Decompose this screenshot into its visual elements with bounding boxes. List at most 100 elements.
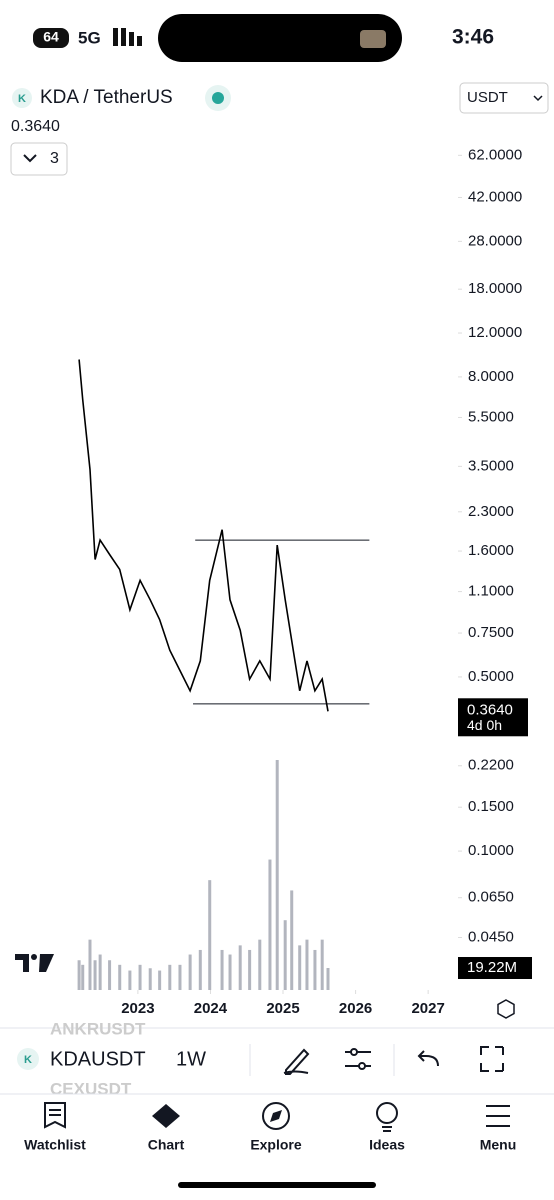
volume-bar	[326, 968, 330, 990]
y-tick-label: 0.2200	[468, 757, 514, 774]
volume-bar	[98, 954, 102, 990]
tab-label[interactable]: Explore	[250, 1137, 302, 1153]
volume-bar	[305, 939, 309, 990]
y-tick-label: 0.1500	[468, 798, 514, 815]
volume-bar	[268, 859, 272, 990]
x-tick-label: 2026	[339, 1000, 372, 1017]
volume-bar	[81, 964, 85, 990]
y-tick-label: 8.0000	[468, 368, 514, 385]
y-tick-label: 3.5000	[468, 457, 514, 474]
ideas-icon	[376, 1102, 398, 1124]
dynamic-island	[158, 14, 402, 62]
y-tick-label: 0.0450	[468, 928, 514, 945]
x-tick-label: 2024	[194, 1000, 228, 1017]
currency-select[interactable]	[459, 82, 549, 114]
last-price: 0.3640	[11, 118, 60, 135]
volume-bar	[275, 760, 279, 990]
volume-bar	[220, 949, 224, 990]
volume-bar	[138, 964, 142, 990]
volume-bar	[178, 964, 182, 990]
volume-bar	[158, 970, 162, 990]
chart: 62.0000 42.0000 28.0000 18.0000 12.0000 8.000…	[77, 146, 532, 1019]
tab-label[interactable]: Ideas	[369, 1137, 405, 1153]
settings-icon[interactable]	[497, 999, 515, 1019]
fullscreen[interactable]	[480, 1046, 504, 1072]
volume-bar	[290, 890, 294, 990]
symbol-logo-small	[17, 1048, 39, 1070]
clock: 3:46	[452, 26, 494, 49]
y-tick-label: 62.0000	[468, 146, 522, 163]
interval[interactable]: 1W	[176, 1048, 206, 1070]
watchlist-icon	[44, 1102, 66, 1129]
volume-bar	[168, 964, 172, 990]
tab-bar: Watchlist Chart Explore Ideas Menu	[24, 1137, 516, 1153]
price-label: 0.3640	[467, 701, 513, 718]
home-indicator	[178, 1182, 376, 1188]
price-label-box	[458, 698, 528, 737]
signal-icon	[113, 28, 142, 46]
battery-level: 64	[43, 29, 59, 45]
y-tick-label: 18.0000	[468, 280, 522, 297]
bulb-base	[382, 1126, 392, 1132]
x-tick-label: 2027	[411, 1000, 444, 1017]
menu-icon	[486, 1105, 510, 1127]
market-status-dot	[212, 92, 224, 104]
battery	[33, 28, 69, 48]
volume-bar	[93, 960, 97, 990]
chevron	[533, 95, 543, 102]
y-tick-label: 2.3000	[468, 503, 514, 520]
currency: USDT	[467, 89, 508, 106]
undo[interactable]	[417, 1050, 439, 1067]
y-tick-label: 1.6000	[468, 542, 514, 559]
volume-label-box	[458, 957, 532, 980]
symbol-logo	[12, 88, 32, 108]
tab-label[interactable]: Watchlist	[24, 1137, 86, 1153]
volume-bar	[258, 939, 262, 990]
volume-label: 19.22M	[467, 959, 517, 976]
volume-bar	[77, 960, 81, 990]
y-tick-label: 12.0000	[468, 324, 522, 341]
x-tick-label: 2025	[266, 1000, 299, 1017]
tab-label[interactable]: Chart	[148, 1137, 185, 1153]
y-tick-label: 0.5000	[468, 668, 514, 685]
symbol[interactable]: KDAUSDT	[50, 1048, 146, 1070]
indicators-count: 3	[50, 150, 59, 167]
tv-logo	[15, 954, 54, 972]
volume-bar	[88, 939, 92, 990]
volume-bar	[118, 964, 122, 990]
logo-letter: K	[24, 1054, 32, 1066]
price-line	[78, 359, 329, 712]
y-tick-label: 5.5000	[468, 408, 514, 425]
draw-tool[interactable]	[283, 1048, 310, 1075]
chart-icon	[152, 1104, 180, 1128]
symbol-title[interactable]: KDA / TetherUS	[40, 87, 173, 108]
volume-bar	[148, 968, 152, 990]
volume-bar	[320, 939, 324, 990]
volume-bar	[238, 945, 242, 990]
volume-bar	[188, 954, 192, 990]
network: 5G	[78, 28, 101, 47]
prev-symbol[interactable]: ANKRUSDT	[50, 1019, 146, 1038]
volume-bar	[283, 920, 287, 990]
volume-bar	[208, 880, 212, 990]
tab-label[interactable]: Menu	[480, 1137, 517, 1153]
x-tick-label: 2023	[121, 1000, 154, 1017]
y-tick-label: 0.7500	[468, 624, 514, 641]
chevron-down	[23, 154, 37, 163]
island-thumb	[360, 30, 386, 48]
volume-bar	[298, 945, 302, 990]
countdown: 4d 0h	[467, 717, 502, 733]
y-tick-label: 1.1000	[468, 583, 514, 600]
volume-bar	[108, 960, 112, 990]
volume-bar	[313, 949, 317, 990]
y-tick-label: 28.0000	[468, 232, 522, 249]
volume-bar	[248, 949, 252, 990]
indicators-tool[interactable]	[345, 1048, 371, 1070]
volume-bar	[128, 970, 132, 990]
y-tick-label: 0.0650	[468, 889, 514, 906]
explore-icon	[262, 1102, 290, 1130]
next-symbol[interactable]: CEXUSDT	[50, 1079, 132, 1098]
indicators-toggle[interactable]	[10, 142, 68, 176]
